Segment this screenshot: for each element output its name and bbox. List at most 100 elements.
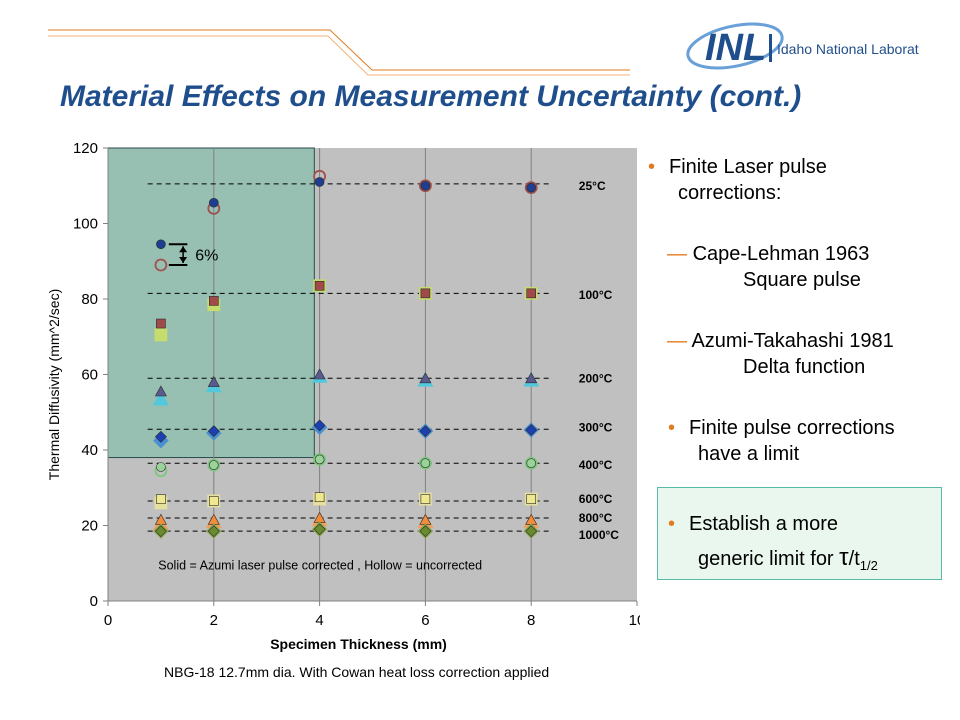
hollow-point xyxy=(313,453,327,466)
solid-point xyxy=(154,385,167,397)
bullet-4: • Finite pulse corrections have a limit xyxy=(668,415,895,467)
y-tick-label: 80 xyxy=(81,291,98,308)
bullet-2-line2: Square pulse xyxy=(743,269,861,291)
x-tick-label: 6 xyxy=(421,612,429,629)
hollow-point xyxy=(154,258,168,272)
tau-symbol: τ xyxy=(839,544,849,571)
bullet-5-subscript: 1/2 xyxy=(859,558,878,573)
logo-swoosh xyxy=(686,22,784,70)
solid-point xyxy=(209,496,219,506)
solid-point xyxy=(526,494,537,504)
solid-point xyxy=(313,368,326,380)
solid-point xyxy=(207,425,220,438)
bullet-1-line2: corrections: xyxy=(678,182,782,204)
solid-point xyxy=(526,182,537,193)
series-label: 400°C xyxy=(579,458,613,472)
solid-point xyxy=(525,525,538,538)
logo-mark: INL xyxy=(705,27,766,69)
arrow-down-icon xyxy=(179,257,188,264)
x-tick-label: 2 xyxy=(210,612,218,629)
solid-point xyxy=(313,419,326,432)
highlight-box xyxy=(657,487,942,580)
solid-point xyxy=(314,492,325,502)
solid-point xyxy=(209,197,219,208)
bullet-dot: • xyxy=(668,417,676,439)
solid-point xyxy=(207,525,220,538)
bullet-2: — Cape-Lehman 1963 Square pulse xyxy=(667,241,869,293)
x-tick-label: 10 xyxy=(629,612,640,629)
bullet-5-line2: generic limit for xyxy=(698,548,840,570)
x-tick-label: 8 xyxy=(527,612,535,629)
marker-legend-note: Solid = Azumi laser pulse corrected , Ho… xyxy=(158,559,482,573)
solid-point xyxy=(525,372,538,384)
solid-point xyxy=(209,460,219,470)
solid-point xyxy=(156,462,166,472)
solid-point xyxy=(526,458,537,469)
bullet-2-line1: Cape-Lehman 1963 xyxy=(692,243,870,265)
bullet-3-line2: Delta function xyxy=(743,356,866,378)
solid-point xyxy=(314,280,325,291)
solid-point xyxy=(156,494,166,504)
bullet-dot: • xyxy=(668,513,676,535)
series-label: 1000°C xyxy=(579,528,619,542)
slide-title: Material Effects on Measurement Uncertai… xyxy=(60,80,802,113)
hollow-point xyxy=(154,328,168,342)
solid-point xyxy=(419,525,432,538)
y-axis-label: Thermal Diffusivity (mm^2/sec) xyxy=(46,289,62,480)
bullet-5-line1: Establish a more xyxy=(689,513,838,535)
solid-point xyxy=(419,372,432,384)
solid-point xyxy=(156,318,166,329)
bullet-5: • Establish a more generic limit for τ/t1… xyxy=(668,507,878,583)
logo-text: Idaho National Laboratory xyxy=(777,41,919,57)
hollow-point xyxy=(524,181,538,195)
hollow-point xyxy=(207,458,221,472)
bullet-1: • Finite Laser pulse corrections: xyxy=(648,154,827,206)
bullet-5-t: /t xyxy=(848,548,860,570)
hollow-point xyxy=(418,456,432,470)
logo-bar xyxy=(769,34,772,62)
inl-logo: INL Idaho National Laboratory xyxy=(686,22,919,70)
hollow-point xyxy=(524,456,538,470)
x-axis-label: Specimen Thickness (mm) xyxy=(270,636,447,652)
bullet-1-line1: Finite Laser pulse xyxy=(669,156,827,178)
bullet-4-line1: Finite pulse corrections xyxy=(689,417,895,439)
bullet-dot: • xyxy=(648,156,656,178)
solid-point xyxy=(207,375,220,387)
y-tick-label: 0 xyxy=(90,593,98,610)
bullet-4-line2: have a limit xyxy=(698,443,800,465)
series-label: 100°C xyxy=(579,288,613,302)
hollow-point xyxy=(152,390,169,406)
solid-point xyxy=(209,296,219,306)
solid-point xyxy=(154,525,167,538)
solid-point xyxy=(420,494,431,504)
solid-point xyxy=(420,288,431,299)
solid-point xyxy=(314,177,325,187)
solid-point xyxy=(154,430,167,443)
solid-point xyxy=(314,454,325,465)
solid-point xyxy=(420,180,431,191)
pct-label: 6% xyxy=(195,248,218,265)
dash-icon: — xyxy=(667,243,687,265)
series-label: 800°C xyxy=(579,511,613,525)
solid-point xyxy=(526,288,537,299)
solid-point xyxy=(419,425,432,438)
solid-point xyxy=(420,458,431,469)
y-tick-label: 60 xyxy=(81,367,98,384)
series-label: 600°C xyxy=(579,492,613,506)
x-tick-label: 4 xyxy=(315,612,323,629)
bullet-3: — Azumi-Takahashi 1981 Delta function xyxy=(667,328,894,380)
y-tick-label: 40 xyxy=(81,442,98,459)
diffusivity-chart: 0 20 40 60 80 100 120 0 2 4 6 8 10 Specimen Thickness… xyxy=(46,140,640,652)
series-label: 200°C xyxy=(579,371,613,385)
y-tick-label: 120 xyxy=(73,140,98,157)
bullet-3-line1: Azumi-Takahashi 1981 xyxy=(691,330,894,352)
series-label: 300°C xyxy=(579,420,613,434)
arrow-up-icon xyxy=(179,246,188,253)
hollow-point xyxy=(418,179,432,193)
header-line-bottom xyxy=(48,35,630,76)
y-tick-label: 20 xyxy=(81,518,98,535)
header-line-top xyxy=(48,29,630,71)
series-label: 25°C xyxy=(579,179,606,193)
solid-point xyxy=(313,523,326,536)
